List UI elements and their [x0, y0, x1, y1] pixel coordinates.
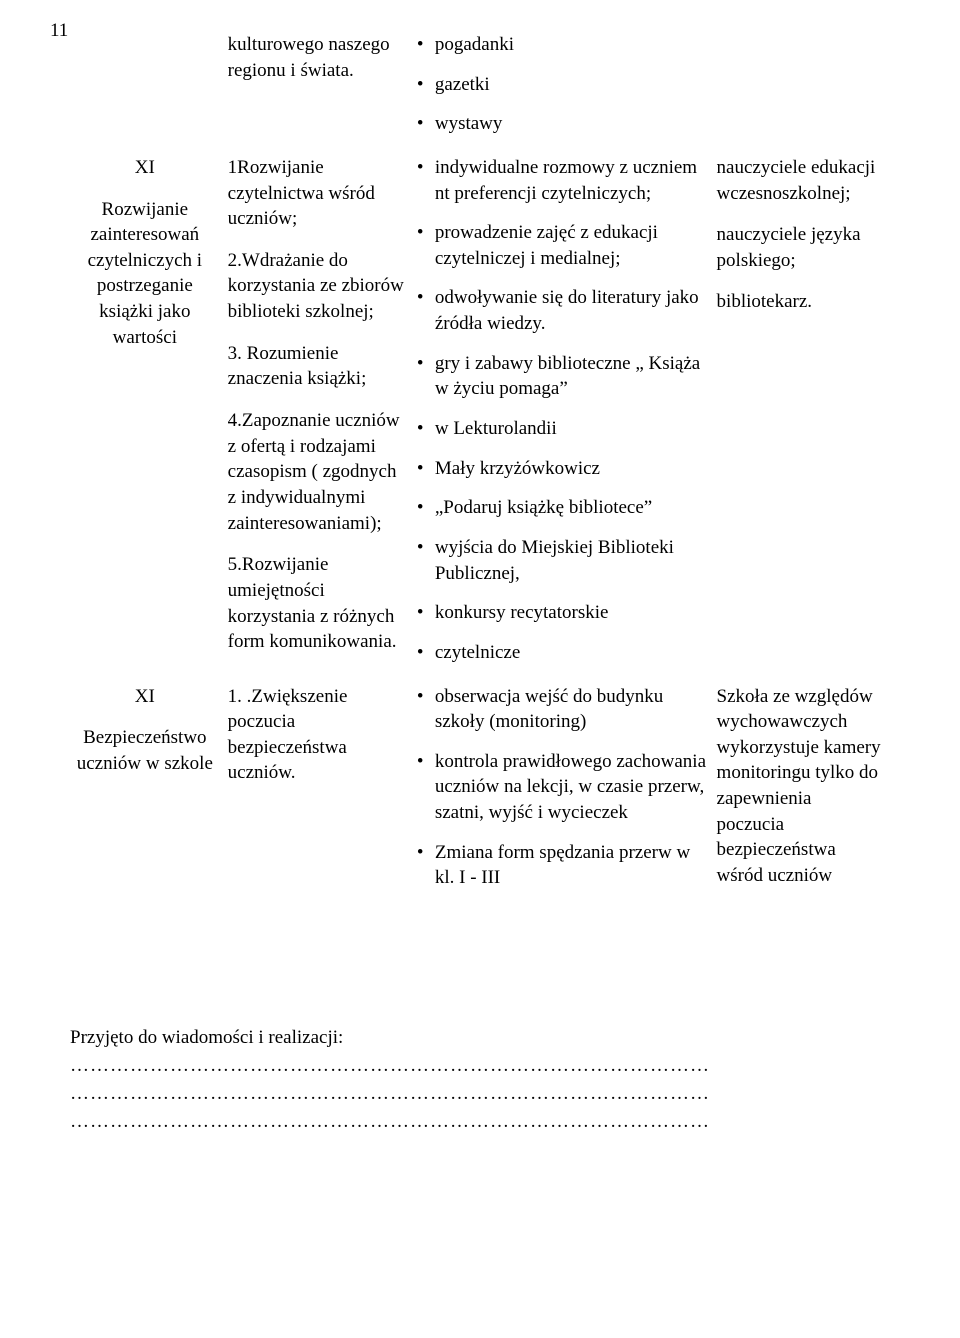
body-text: 2.Wdrażanie do korzystania ze zbiorów bi… [228, 248, 409, 325]
table-row: XI Rozwijanie zainteresowań czytelniczyc… [70, 153, 890, 682]
list-item: odwoływanie się do literatury jako źródł… [435, 285, 709, 336]
body-text: bibliotekarz. [717, 289, 882, 315]
col4-cell: nauczyciele edukacji wczesnoszkolnej; na… [717, 153, 890, 682]
list-item: wystawy [435, 111, 709, 137]
signature-line: …………………………………………………………………………………… [70, 1083, 890, 1105]
list-item: wyjścia do Miejskiej Biblioteki Publiczn… [435, 535, 709, 586]
col1-cell: XI Rozwijanie zainteresowań czytelniczyc… [70, 153, 228, 682]
list-item: czytelnicze [435, 640, 709, 666]
col4-cell: Szkoła ze względów wychowawczych wykorzy… [717, 682, 890, 907]
table-row: kulturowego naszego regionu i świata. po… [70, 30, 890, 153]
col4-cell [717, 30, 890, 153]
body-text: nauczyciele edukacji wczesnoszkolnej; [717, 155, 882, 206]
signature-line: …………………………………………………………………………………… [70, 1111, 890, 1133]
methods-list: obserwacja wejść do budynku szkoły (moni… [417, 684, 709, 891]
body-text: 1Rozwijanie czytelnictwa wśród uczniów; [228, 155, 409, 232]
body-text: nauczyciele języka polskiego; [717, 222, 882, 273]
row-number: XI [70, 155, 220, 181]
list-item: konkursy recytatorskie [435, 600, 709, 626]
content-table: kulturowego naszego regionu i świata. po… [70, 30, 890, 907]
list-item: kontrola prawidłowego zachowania uczniów… [435, 749, 709, 826]
body-text: 3. Rozumienie znaczenia książki; [228, 341, 409, 392]
col1-cell: XI Bezpieczeństwo uczniów w szkole [70, 682, 228, 907]
body-text: 1. .Zwiększenie poczucia bezpieczeństwa … [228, 684, 409, 787]
list-item: gry i zabawy biblioteczne „ Książa w życ… [435, 351, 709, 402]
footer-label: Przyjęto do wiadomości i realizacji: [70, 1027, 890, 1049]
signature-line: …………………………………………………………………………………… [70, 1055, 890, 1077]
list-item: obserwacja wejść do budynku szkoły (moni… [435, 684, 709, 735]
col2-cell: 1Rozwijanie czytelnictwa wśród uczniów; … [228, 153, 417, 682]
methods-list: indywidualne rozmowy z uczniem nt prefer… [417, 155, 709, 666]
body-text: kulturowego naszego regionu i świata. [228, 32, 409, 83]
page-number: 11 [50, 20, 68, 42]
list-item: indywidualne rozmowy z uczniem nt prefer… [435, 155, 709, 206]
col1-cell [70, 30, 228, 153]
row-number: XI [70, 684, 220, 710]
list-item: gazetki [435, 72, 709, 98]
list-item: pogadanki [435, 32, 709, 58]
body-text: 5.Rozwijanie umiejętności korzystania z … [228, 552, 409, 655]
col2-cell: kulturowego naszego regionu i świata. [228, 30, 417, 153]
list-item: „Podaruj książkę bibliotece” [435, 495, 709, 521]
row-title: Rozwijanie zainteresowań czytelniczych i… [70, 197, 220, 351]
col3-cell: obserwacja wejść do budynku szkoły (moni… [417, 682, 717, 907]
methods-list: pogadanki gazetki wystawy [417, 32, 709, 137]
body-text: 4.Zapoznanie uczniów z ofertą i rodzajam… [228, 408, 409, 536]
table-row: XI Bezpieczeństwo uczniów w szkole 1. .Z… [70, 682, 890, 907]
page: 11 kulturowego naszego regionu i świata.… [0, 0, 960, 1338]
list-item: Mały krzyżówkowicz [435, 456, 709, 482]
body-text: Szkoła ze względów wychowawczych wykorzy… [717, 684, 882, 889]
row-title: Bezpieczeństwo uczniów w szkole [70, 725, 220, 776]
col2-cell: 1. .Zwiększenie poczucia bezpieczeństwa … [228, 682, 417, 907]
col3-cell: indywidualne rozmowy z uczniem nt prefer… [417, 153, 717, 682]
col3-cell: pogadanki gazetki wystawy [417, 30, 717, 153]
list-item: prowadzenie zajęć z edukacji czytelnicze… [435, 220, 709, 271]
list-item: w Lekturolandii [435, 416, 709, 442]
list-item: Zmiana form spędzania przerw w kl. I - I… [435, 840, 709, 891]
